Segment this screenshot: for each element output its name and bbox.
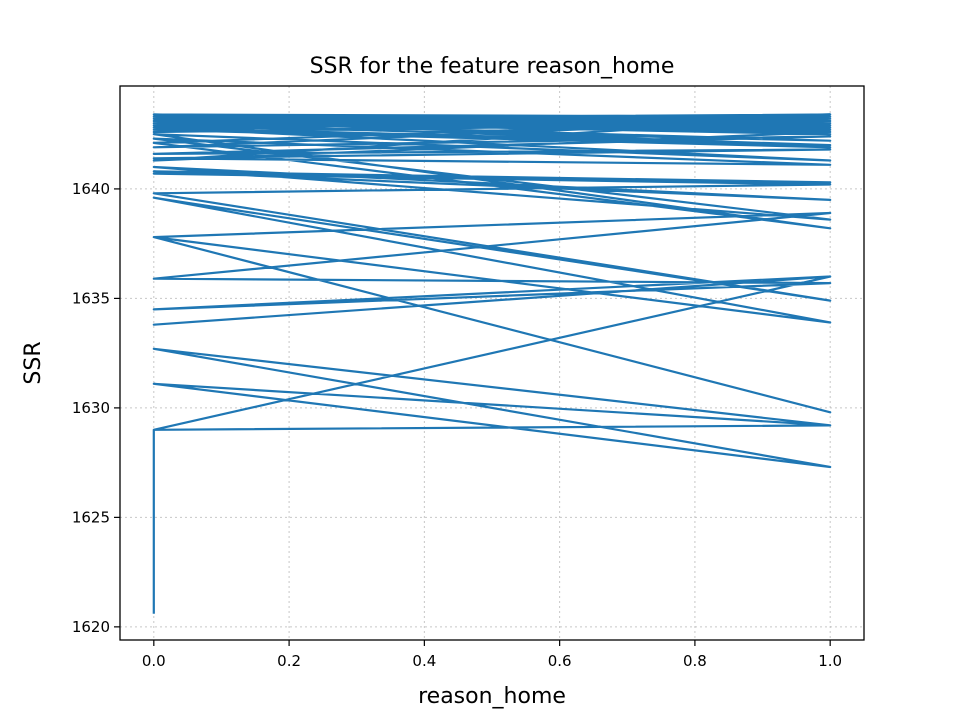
x-tick-label: 0.0 <box>142 652 166 670</box>
x-tick-label: 0.2 <box>277 652 301 670</box>
y-tick-label: 1620 <box>72 618 110 636</box>
x-axis-label: reason_home <box>418 684 566 709</box>
x-tick-label: 0.4 <box>412 652 436 670</box>
series-layer <box>152 113 832 614</box>
x-tick-label: 1.0 <box>818 652 842 670</box>
y-tick-label: 1630 <box>72 399 110 417</box>
y-tick-label: 1635 <box>72 289 110 307</box>
y-tick-label: 1640 <box>72 180 110 198</box>
x-tick-label: 0.8 <box>683 652 707 670</box>
plot-frame <box>119 85 865 641</box>
y-axis-label: SSR <box>21 341 46 384</box>
chart-title: SSR for the feature reason_home <box>310 54 675 79</box>
x-tick-label: 0.6 <box>548 652 572 670</box>
series-line <box>152 113 832 614</box>
y-tick-label: 1625 <box>72 508 110 526</box>
tick-layer: 0.0 0.2 0.4 0.6 0.8 1.0 1620 1625 1630 1635 1640 <box>72 180 842 670</box>
